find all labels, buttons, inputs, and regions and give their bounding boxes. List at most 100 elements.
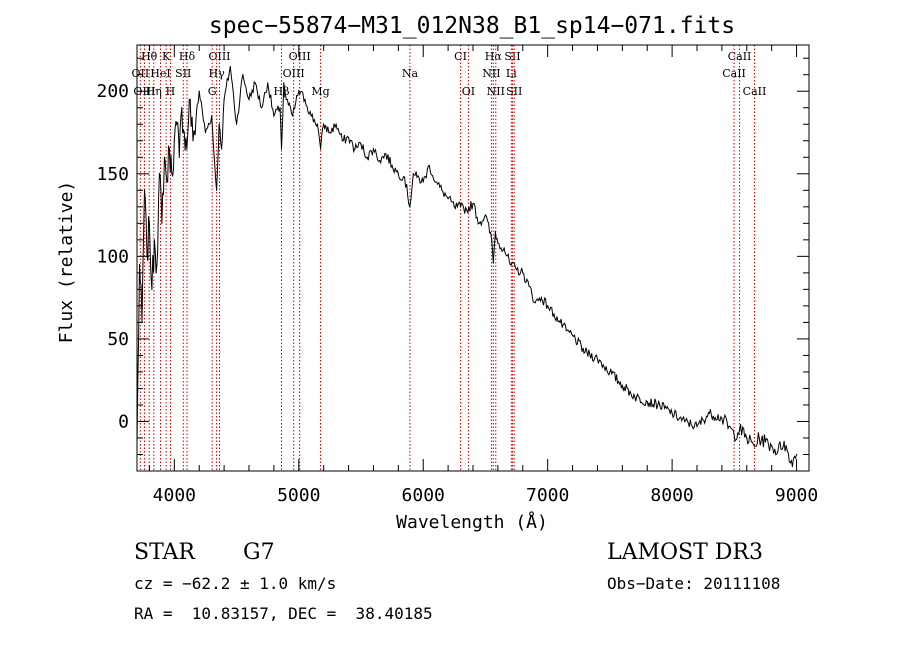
flux-point <box>183 131 185 134</box>
flux-point <box>151 288 153 290</box>
flux-point <box>354 148 356 150</box>
flux-point <box>659 404 661 406</box>
flux-point <box>572 335 574 337</box>
flux-point <box>491 239 493 241</box>
flux-point <box>409 206 411 208</box>
flux-point <box>213 156 215 158</box>
flux-point <box>494 231 496 233</box>
flux-point <box>777 450 779 452</box>
spectral-line-label: HeI <box>150 67 170 80</box>
flux-point <box>304 98 306 101</box>
flux-point <box>341 140 343 142</box>
flux-point <box>218 123 220 125</box>
flux-point <box>273 115 275 117</box>
flux-point <box>540 297 543 299</box>
flux-point <box>178 156 180 158</box>
flux-point <box>609 371 611 373</box>
spectral-line-label: OII <box>132 67 150 80</box>
flux-point <box>379 160 381 162</box>
spectral-line-label: Hθ <box>141 50 158 63</box>
spectral-line-label: Hγ <box>209 67 226 80</box>
x-tick-label: 5000 <box>277 485 320 506</box>
flux-point <box>428 164 430 167</box>
flux-point <box>634 396 636 398</box>
flux-point <box>646 401 648 403</box>
flux-point <box>621 384 623 386</box>
chart-title: spec−55874−M31_012N38_B1_sp14−071.fits <box>209 13 735 39</box>
spectral-line-label: NII <box>482 67 500 80</box>
spectral-line-label: CaII <box>728 50 752 63</box>
flux-point <box>746 437 748 439</box>
flux-point <box>385 153 387 155</box>
flux-point <box>671 412 673 414</box>
flux-point <box>292 115 294 117</box>
flux-point <box>236 123 238 125</box>
flux-point <box>143 189 146 191</box>
flux-point <box>163 156 165 158</box>
flux-series <box>136 65 798 467</box>
flux-point <box>739 429 741 431</box>
flux-point <box>153 239 155 241</box>
flux-point <box>565 330 567 332</box>
flux-point <box>316 123 318 125</box>
x-tick-label: 9000 <box>775 485 818 506</box>
obs-date: Obs−Date: 20111108 <box>607 574 780 593</box>
flux-point <box>796 453 798 456</box>
flux-point <box>584 351 586 353</box>
flux-point <box>472 202 474 205</box>
flux-point <box>320 148 322 150</box>
flux-point <box>391 164 393 167</box>
coordinates: RA = 10.83157, DEC = 38.40185 <box>134 604 433 623</box>
flux-point <box>348 136 350 139</box>
object-subclass: G7 <box>243 540 275 565</box>
flux-point <box>138 264 141 266</box>
flux-point <box>522 272 524 274</box>
flux-point <box>696 425 698 427</box>
flux-point <box>721 417 723 419</box>
spectral-line-label: CaII <box>722 67 746 80</box>
flux-point <box>684 420 686 423</box>
flux-point <box>211 115 213 117</box>
flux-point <box>484 214 486 216</box>
spectral-line-label: SII <box>504 50 520 63</box>
flux-point <box>192 140 194 142</box>
spectral-line-label: Hη <box>146 85 162 98</box>
flux-point <box>161 222 163 224</box>
flux-point <box>441 189 443 191</box>
flux-point <box>168 148 170 150</box>
flux-point <box>492 262 494 264</box>
flux-point <box>156 264 158 266</box>
flux-point <box>435 181 437 183</box>
flux-point <box>298 90 300 92</box>
flux-point <box>242 74 244 76</box>
flux-point <box>708 412 711 414</box>
flux-point <box>559 321 561 323</box>
x-tick-label: 6000 <box>402 485 445 506</box>
flux-point <box>404 176 406 178</box>
flux-point <box>216 189 218 191</box>
spectral-line-label: K <box>162 50 171 63</box>
flux-point <box>176 123 178 125</box>
flux-point <box>188 98 190 101</box>
flux-point <box>416 176 418 178</box>
flux-point <box>280 148 283 150</box>
flux-point <box>497 242 499 244</box>
x-tick-label: 7000 <box>526 485 569 506</box>
flux-point <box>412 173 414 175</box>
flux-point <box>397 173 399 175</box>
x-tick-label: 8000 <box>650 485 693 506</box>
flux-point <box>466 209 468 211</box>
flux-point <box>323 123 325 125</box>
flux-point <box>447 198 449 200</box>
flux-point <box>503 247 505 249</box>
flux-point <box>186 148 188 150</box>
flux-point <box>221 148 223 150</box>
spectral-line-label: CI <box>454 50 467 63</box>
flux-point <box>171 173 173 175</box>
spectral-line-label: NII <box>487 85 505 98</box>
flux-point <box>789 462 791 464</box>
spectral-line-label: Hδ <box>179 50 196 63</box>
flux-point <box>372 148 374 150</box>
y-axis: 0 50 100 150 200 <box>96 57 809 455</box>
